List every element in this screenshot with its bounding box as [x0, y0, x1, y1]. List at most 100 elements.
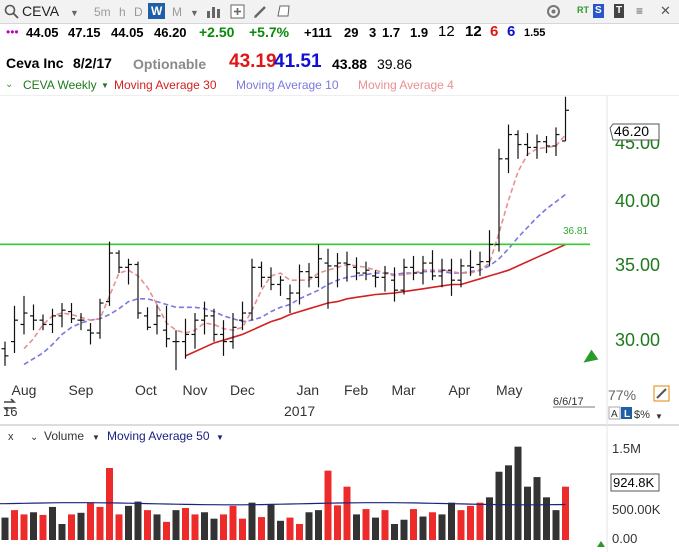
close-icon[interactable]: ✕ — [660, 3, 671, 18]
ma10-line — [23, 193, 566, 366]
price-bar — [39, 314, 47, 331]
year-label-left: 16 — [3, 404, 17, 419]
volume-bar — [467, 505, 474, 540]
volume-label[interactable]: Volume — [44, 429, 84, 443]
volume-bar — [552, 510, 560, 540]
ma4-label[interactable]: Moving Average 4 — [358, 78, 454, 92]
settings-icon[interactable] — [546, 4, 561, 19]
notes-icon[interactable] — [276, 4, 291, 19]
info-row: Ceva Inc 8/2/17 Optionable 43.19 41.51 4… — [0, 51, 679, 75]
search-icon[interactable] — [4, 4, 19, 19]
volume-bar — [381, 510, 389, 540]
info-value-4: 39.86 — [377, 56, 413, 72]
volume-bar — [305, 512, 313, 540]
price-bar — [267, 267, 275, 291]
stat-4: 1.7 — [382, 25, 401, 40]
price-bar — [514, 130, 522, 159]
scroll-end-arrow-icon[interactable] — [580, 349, 599, 368]
scale-dropdown-icon[interactable]: ▼ — [655, 412, 663, 421]
zoom-percent[interactable]: 77% — [608, 387, 636, 403]
toolbar: CEVA ▼ 5m h D W M ▼ RT S T ≡ ✕ — [0, 0, 679, 24]
volume-bar — [315, 510, 322, 540]
last-price-box — [609, 123, 660, 141]
price-bar — [134, 261, 142, 319]
volume-bar — [343, 486, 351, 540]
price-bar — [429, 250, 436, 281]
volume-bar — [134, 501, 142, 540]
auto-scale-icon[interactable] — [608, 406, 621, 420]
volume-ma-label[interactable]: Moving Average 50 — [107, 429, 210, 443]
timeframe-day[interactable]: D — [134, 5, 143, 19]
share-badge[interactable]: S — [593, 4, 604, 18]
volume-bar — [372, 517, 379, 540]
price-bar — [457, 258, 465, 288]
price-bar — [286, 284, 294, 314]
ma30-polyline — [185, 243, 566, 357]
last-price-label: 46.20 — [614, 123, 649, 139]
volume-bar — [229, 505, 237, 540]
volume-bar — [30, 512, 37, 540]
chart-canvas[interactable]: 36.81 45.00 40.00 35.00 30.00 46.20 Aug S… — [0, 95, 679, 552]
edit-icon[interactable] — [653, 385, 670, 402]
stat-7: 12 — [465, 23, 482, 40]
price-bar — [324, 248, 332, 309]
price-bar — [30, 304, 37, 331]
collapse-chevron-icon[interactable]: ⌄ — [5, 79, 14, 90]
price-bar — [562, 96, 569, 142]
ma10-polyline — [23, 193, 566, 366]
price-bar — [391, 267, 398, 302]
optionable-label: Optionable — [133, 56, 207, 72]
volume-bar — [334, 505, 341, 540]
series-label[interactable]: CEVA Weekly — [23, 78, 97, 92]
price-bar — [495, 148, 503, 252]
bar-chart-icon[interactable] — [206, 4, 221, 19]
price-bar — [400, 258, 408, 295]
drawing-pencil-icon[interactable] — [253, 4, 268, 19]
timeframe-5m[interactable]: 5m — [94, 5, 111, 19]
open-value: 44.05 — [26, 25, 59, 40]
ma30-label[interactable]: Moving Average 30 — [114, 78, 217, 92]
volume-bar — [172, 510, 180, 540]
timeframe-month[interactable]: M — [172, 5, 182, 19]
timeframe-dropdown-icon[interactable]: ▼ — [190, 8, 199, 18]
price-bar — [210, 308, 218, 342]
month-label: Feb — [344, 382, 368, 398]
series-dropdown-icon[interactable]: ▼ — [101, 81, 109, 90]
month-label: Nov — [183, 382, 208, 398]
volume-ma-dropdown-icon[interactable]: ▼ — [216, 433, 224, 442]
price-bar — [353, 257, 360, 281]
symbol-field[interactable]: CEVA — [22, 3, 60, 19]
volume-bar — [106, 468, 113, 540]
stat-8: 6 — [490, 23, 499, 40]
realtime-badge[interactable]: RT — [577, 5, 589, 15]
change-pct-value: +5.7% — [249, 24, 290, 40]
sync-icon[interactable] — [3, 398, 16, 412]
ma10-label[interactable]: Moving Average 10 — [236, 78, 339, 92]
volume-bar — [267, 504, 275, 540]
volume-close-icon[interactable]: x — [8, 431, 14, 443]
price-bar — [524, 133, 531, 156]
price-bar — [11, 305, 18, 354]
price-bar — [20, 295, 28, 335]
percent-scale-icon[interactable]: $% — [634, 409, 650, 421]
menu-icon[interactable]: ≡ — [636, 4, 644, 18]
price-bar — [77, 313, 85, 331]
trade-badge[interactable]: T — [614, 4, 625, 18]
timeframe-week[interactable]: W — [148, 3, 166, 19]
volume-bar — [182, 508, 189, 540]
volume-scroll-arrow-icon[interactable] — [597, 541, 605, 547]
price-bar — [106, 241, 113, 306]
volume-bar — [448, 502, 455, 540]
month-labels: Aug Sep Oct Nov Dec Jan Feb Mar Apr May — [12, 382, 523, 398]
log-scale-icon[interactable] — [621, 407, 632, 419]
volume-collapse-icon[interactable]: ⌄ — [30, 432, 38, 443]
price-bar — [315, 244, 322, 288]
symbol-dropdown-icon[interactable]: ▼ — [70, 8, 79, 18]
timeframe-hour[interactable]: h — [119, 5, 126, 19]
auto-scale-glyph: A — [611, 409, 618, 420]
volume-ma-line — [0, 502, 566, 506]
add-study-icon[interactable] — [230, 4, 245, 19]
volume-bar — [362, 509, 370, 540]
price-bar — [68, 303, 75, 324]
volume-dropdown-icon[interactable]: ▼ — [92, 433, 100, 442]
